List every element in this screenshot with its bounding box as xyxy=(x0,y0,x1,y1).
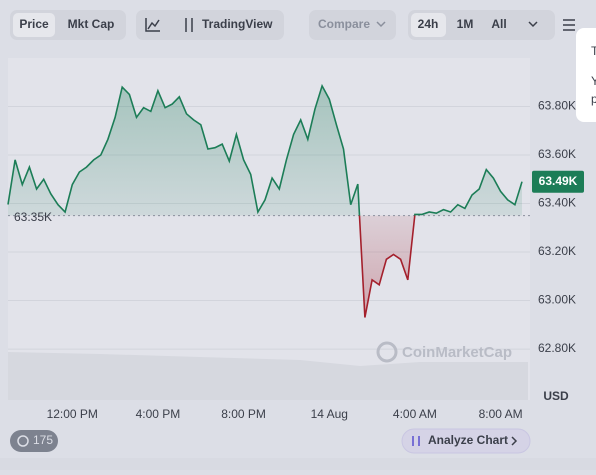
y-tick-label: 63.40K xyxy=(538,196,576,210)
bottom-strip xyxy=(0,458,596,470)
chevron xyxy=(376,21,386,28)
volume-area xyxy=(8,352,528,400)
tooltip xyxy=(576,28,596,122)
analyze-button[interactable] xyxy=(401,428,531,454)
badge-icon xyxy=(17,435,29,447)
x-tick-label: 12:00 PM xyxy=(47,407,98,421)
analyze-chevron xyxy=(511,436,518,446)
tradingview-button[interactable]: TradingView xyxy=(202,17,273,31)
badge-count: 175 xyxy=(33,433,53,447)
y-tick-label: 63.80K xyxy=(538,99,576,113)
tooltip-text: Y xyxy=(591,74,596,88)
tooltip-text: p xyxy=(591,92,596,106)
range[interactable]: 24h xyxy=(418,17,439,31)
range[interactable]: All xyxy=(491,17,506,31)
settings-icon[interactable] xyxy=(563,19,575,31)
tv-icon xyxy=(185,18,193,32)
x-tick-label: 14 Aug xyxy=(311,407,348,421)
plot: 62.80K 63.00K 63.20K 63.40K 63.60K 63.80K 12:0… xyxy=(7,83,576,421)
analyze-icon xyxy=(412,436,420,446)
x-tick-label: 8:00 AM xyxy=(479,407,523,421)
compare-button[interactable]: Compare xyxy=(318,17,370,31)
tab-active xyxy=(13,13,55,37)
range-more[interactable] xyxy=(528,21,538,28)
range[interactable]: 1M xyxy=(457,17,474,31)
y-unit: USD xyxy=(543,389,569,403)
current-price-box xyxy=(532,170,584,193)
y-tick-label: 63.20K xyxy=(538,244,576,258)
watermark-logo xyxy=(376,341,398,363)
x-tick-label: 4:00 AM xyxy=(393,407,437,421)
y-tick-label: 63.60K xyxy=(538,147,576,161)
baseline-label: 63.35K xyxy=(14,210,52,224)
line-icon[interactable] xyxy=(145,18,160,32)
y-tick-label: 63.00K xyxy=(538,293,576,307)
current-price-label: 63.49K xyxy=(539,174,578,188)
chart-type-group xyxy=(136,10,284,40)
plot-area xyxy=(8,58,530,400)
price-line xyxy=(7,83,523,318)
x-tick-label: 8:00 PM xyxy=(221,407,266,421)
x-tick-label: 4:00 PM xyxy=(136,407,181,421)
area xyxy=(8,85,522,318)
watermark: CoinMarketCap xyxy=(402,344,512,361)
compare-box xyxy=(309,10,396,40)
analyze-label: Analyze Chart xyxy=(428,433,508,447)
tab[interactable]: Mkt Cap xyxy=(68,17,115,31)
range-active xyxy=(411,13,446,37)
y-tick-label: 62.80K xyxy=(538,341,576,355)
tooltip-text: T xyxy=(591,44,596,58)
tab[interactable]: Price xyxy=(19,17,49,31)
